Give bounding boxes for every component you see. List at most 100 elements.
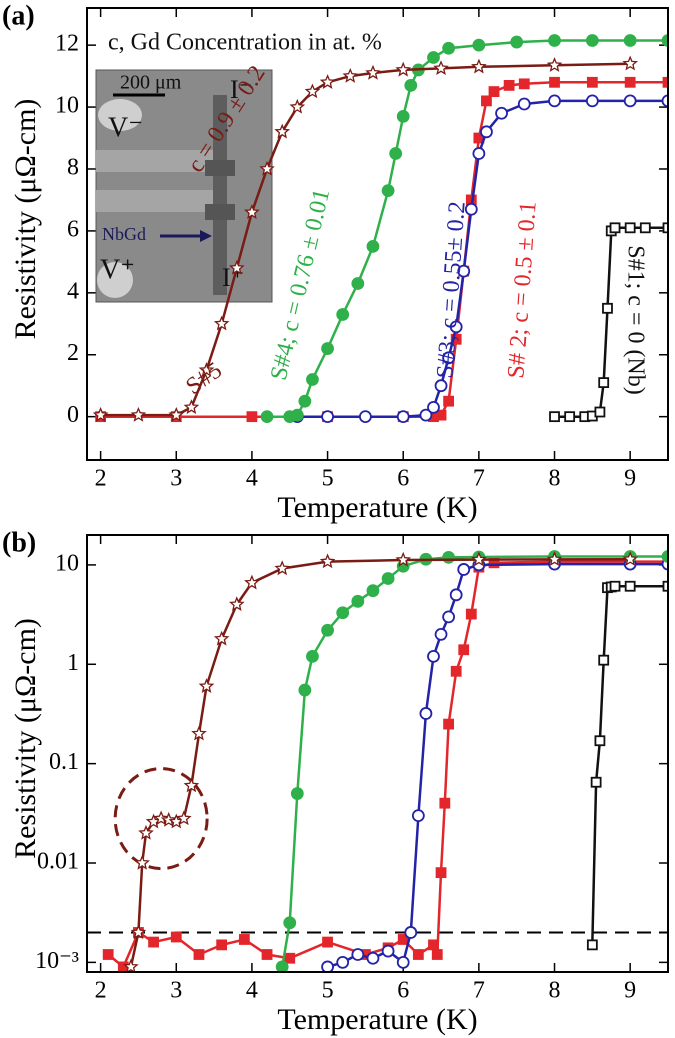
data-point <box>594 406 606 418</box>
y-axis-title: Resistivity (μΩ-cm) <box>9 618 42 859</box>
data-point <box>153 810 169 826</box>
data-point <box>433 60 449 75</box>
data-point <box>662 222 668 234</box>
data-point <box>395 551 412 567</box>
data-point <box>457 563 471 576</box>
data-point <box>412 949 424 960</box>
series-line <box>107 560 668 969</box>
data-point <box>564 411 576 423</box>
inset-blob <box>98 99 142 131</box>
data-point <box>244 204 260 219</box>
data-point <box>289 98 306 114</box>
data-point <box>435 867 447 879</box>
series-line <box>297 99 668 418</box>
series-line <box>267 39 668 418</box>
inset-strip <box>213 95 227 295</box>
data-point <box>623 34 637 47</box>
y-axis-title: Resistivity (μΩ-cm) <box>9 99 42 340</box>
inset-blob <box>97 262 133 298</box>
data-point <box>290 787 304 800</box>
annotation: S#1; c = 0 (Nb) <box>622 245 648 395</box>
data-point <box>622 551 638 566</box>
data-point <box>471 551 487 567</box>
y-tick-label: 12 <box>55 31 79 57</box>
x-axis-title: Temperature (K) <box>277 491 477 524</box>
y-tick-label: 0.1 <box>49 749 79 775</box>
annotation: S#3; c = 0.55± 0.2 <box>432 201 470 380</box>
inset-cross <box>205 160 235 176</box>
data-point <box>290 408 304 422</box>
data-point <box>102 949 114 960</box>
data-point <box>351 277 365 290</box>
data-point <box>336 606 350 620</box>
data-point <box>434 379 448 393</box>
y-tick-label: 8 <box>67 154 79 180</box>
data-point <box>548 94 561 108</box>
data-point <box>590 776 602 788</box>
data-point <box>396 955 410 969</box>
data-point <box>585 94 599 108</box>
data-point <box>661 94 668 108</box>
data-point <box>586 76 598 88</box>
data-point <box>439 797 451 809</box>
data-point <box>229 259 245 275</box>
data-point <box>427 400 440 414</box>
data-point <box>366 951 380 965</box>
data-point <box>518 78 530 90</box>
annotation: c, Gd Concentration in at. % <box>108 30 382 56</box>
data-point <box>275 960 289 972</box>
data-point <box>138 824 154 840</box>
data-point <box>213 630 230 646</box>
data-point <box>176 810 192 826</box>
y-tick-label: 10⁻³ <box>35 948 79 974</box>
data-point <box>183 777 200 793</box>
inset-pad <box>96 190 226 212</box>
panel-label: (a) <box>2 0 35 31</box>
inset-label: V⁺ <box>100 254 135 285</box>
data-point <box>549 76 560 88</box>
data-point <box>471 58 487 74</box>
data-point <box>434 627 448 641</box>
data-point <box>148 936 159 948</box>
data-point <box>183 399 200 414</box>
data-point <box>168 406 185 422</box>
data-point <box>389 147 403 160</box>
x-tick-label: 5 <box>322 466 334 492</box>
data-point <box>662 76 668 88</box>
data-point <box>443 395 455 407</box>
data-point <box>435 409 447 421</box>
data-point <box>216 939 228 951</box>
y-tick-label: 0.01 <box>37 849 79 875</box>
data-point <box>586 939 598 951</box>
data-point <box>130 924 147 940</box>
data-point <box>465 608 477 620</box>
data-point <box>639 222 651 234</box>
series-line <box>100 62 631 417</box>
x-axis-title: Temperature (K) <box>277 1003 477 1036</box>
inset-label: V⁻ <box>108 112 143 143</box>
y-tick-label: 6 <box>67 216 79 242</box>
data-point <box>238 934 250 945</box>
data-point <box>661 550 668 563</box>
data-point <box>213 315 230 331</box>
data-point <box>274 123 291 139</box>
data-point <box>609 222 621 234</box>
data-point <box>450 333 462 345</box>
inset-cross <box>205 204 235 220</box>
data-point <box>306 373 319 386</box>
data-point <box>457 264 471 278</box>
data-point <box>548 34 561 47</box>
data-point <box>472 38 486 52</box>
data-point <box>396 109 410 123</box>
x-tick-label: 2 <box>95 466 107 492</box>
data-point <box>358 410 372 424</box>
data-point <box>419 707 433 720</box>
inset-pad <box>96 150 226 172</box>
data-point <box>130 406 147 422</box>
data-point <box>624 76 636 88</box>
data-point <box>198 678 215 693</box>
data-point <box>304 83 321 99</box>
data-point <box>274 560 290 576</box>
data-point <box>661 34 668 47</box>
plot-frame <box>86 7 669 461</box>
